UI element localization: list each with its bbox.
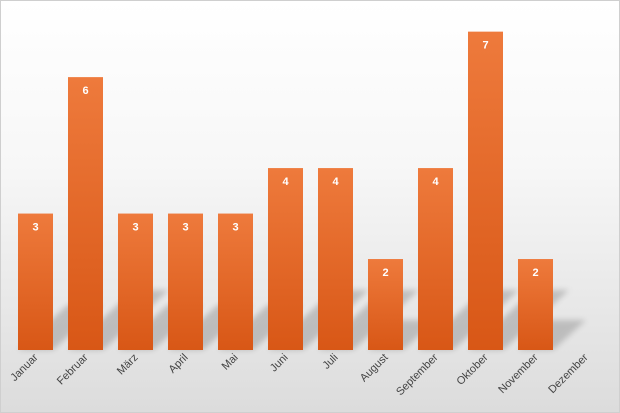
bar-april: [168, 213, 203, 350]
data-label: 4: [432, 176, 439, 188]
data-label: 3: [32, 222, 38, 234]
data-label: 6: [82, 85, 88, 97]
bars: [18, 31, 553, 351]
bar-september: [418, 168, 453, 350]
x-tick-label: August: [358, 352, 391, 385]
bar-oktober: [468, 31, 503, 351]
x-tick-label: Oktober: [454, 351, 490, 387]
x-tick-label: Mai: [220, 352, 241, 373]
bar-august: [368, 259, 403, 350]
data-labels: 3 6 3 3 3 4 4 2 4 7 2: [32, 40, 538, 279]
x-tick-label: Januar: [8, 351, 41, 384]
bar-juli: [318, 168, 353, 350]
bar-februar: [68, 77, 103, 350]
data-label: 4: [282, 176, 289, 188]
data-label: 4: [332, 176, 339, 188]
data-label: 3: [232, 222, 238, 234]
bar-märz: [118, 213, 153, 350]
data-label: 2: [532, 267, 538, 279]
data-label: 3: [182, 222, 188, 234]
bar-november: [518, 259, 553, 350]
x-tick-label: April: [167, 352, 191, 376]
x-axis-ticks: Januar Februar März April Mai Juni Juli August S…: [8, 351, 591, 398]
data-label: 3: [132, 222, 138, 234]
bar-mai: [218, 213, 253, 350]
x-tick-label: März: [115, 352, 141, 378]
x-tick-label: Juli: [320, 352, 340, 372]
data-label: 2: [382, 267, 388, 279]
x-tick-label: November: [496, 351, 541, 396]
x-tick-label: September: [394, 351, 441, 398]
x-tick-label: Juni: [268, 352, 291, 375]
x-tick-label: Dezember: [546, 351, 591, 396]
x-tick-label: Februar: [55, 351, 91, 387]
bar-juni: [268, 168, 303, 350]
data-label: 7: [482, 40, 488, 52]
bar-januar: [18, 213, 53, 350]
